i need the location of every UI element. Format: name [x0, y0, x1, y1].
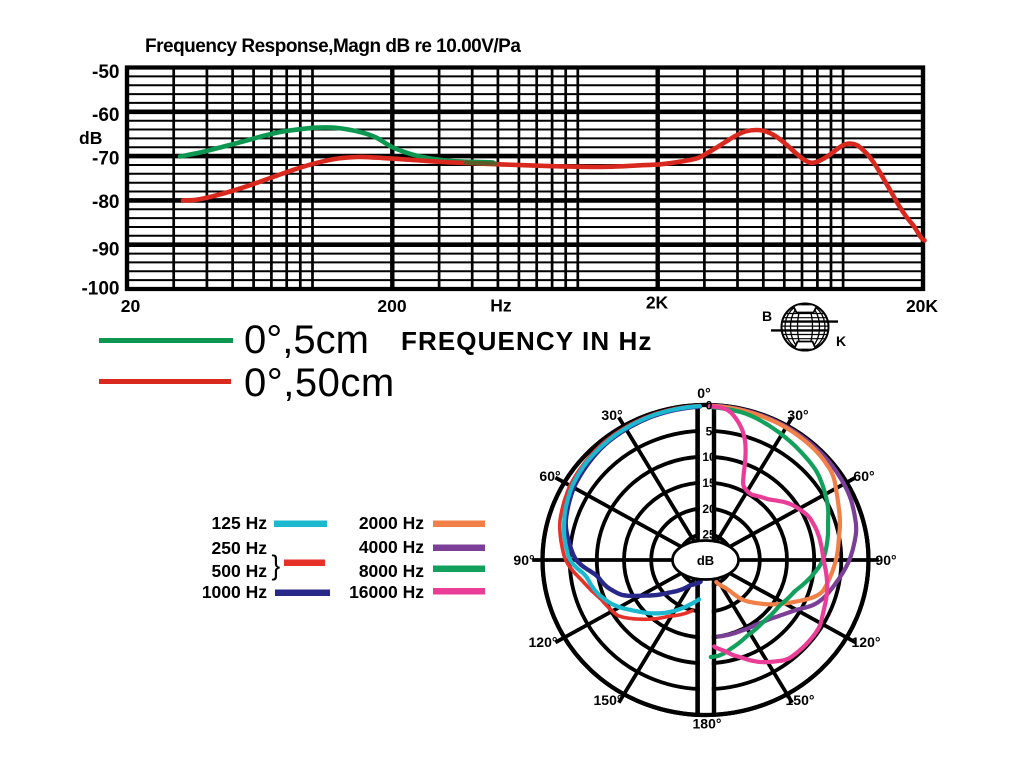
svg-text:60°: 60°: [853, 468, 874, 484]
svg-text:0: 0: [706, 399, 713, 413]
svg-text:120°: 120°: [852, 634, 881, 650]
svg-text:1000 Hz: 1000 Hz: [202, 582, 267, 602]
svg-text:125 Hz: 125 Hz: [212, 513, 268, 533]
svg-text:20K: 20K: [906, 296, 938, 316]
svg-text:-50: -50: [92, 62, 119, 83]
svg-text:0°,5cm: 0°,5cm: [244, 318, 369, 362]
svg-text:5: 5: [706, 424, 713, 438]
svg-text:8000 Hz: 8000 Hz: [359, 561, 424, 581]
svg-text:}: }: [272, 550, 281, 581]
svg-text:B: B: [762, 308, 772, 324]
svg-text:15: 15: [702, 476, 716, 490]
svg-text:20: 20: [702, 502, 716, 516]
svg-text:2000 Hz: 2000 Hz: [359, 513, 424, 533]
svg-text:K: K: [836, 333, 846, 349]
svg-text:90°: 90°: [513, 552, 534, 568]
svg-text:-70: -70: [92, 149, 119, 170]
svg-text:10: 10: [702, 450, 716, 464]
svg-text:150°: 150°: [594, 692, 623, 708]
svg-text:0°,50cm: 0°,50cm: [244, 361, 395, 405]
svg-text:30°: 30°: [601, 407, 622, 423]
svg-text:60°: 60°: [539, 468, 560, 484]
svg-text:200: 200: [377, 296, 406, 316]
svg-text:-60: -60: [92, 105, 119, 126]
svg-text:120°: 120°: [529, 634, 558, 650]
svg-text:FREQUENCY IN Hz: FREQUENCY IN Hz: [401, 326, 653, 356]
svg-text:2K: 2K: [646, 293, 669, 313]
svg-text:dB: dB: [79, 128, 102, 148]
svg-text:-100: -100: [81, 279, 119, 300]
svg-text:Frequency Response,Magn dB re: Frequency Response,Magn dB re 10.00V/Pa: [145, 36, 521, 57]
svg-text:150°: 150°: [786, 692, 815, 708]
svg-text:4000 Hz: 4000 Hz: [359, 537, 424, 557]
svg-text:180°: 180°: [693, 716, 722, 732]
svg-text:25: 25: [702, 528, 716, 542]
svg-text:20: 20: [121, 296, 141, 316]
svg-text:dB: dB: [697, 553, 714, 568]
svg-text:-80: -80: [92, 192, 119, 213]
svg-text:250 Hz: 250 Hz: [212, 538, 268, 558]
svg-text:0°: 0°: [697, 385, 710, 401]
svg-text:30°: 30°: [787, 407, 808, 423]
svg-text:500 Hz: 500 Hz: [212, 561, 268, 581]
svg-text:-90: -90: [92, 240, 119, 261]
svg-text:Hz: Hz: [490, 296, 512, 316]
svg-text:16000 Hz: 16000 Hz: [349, 582, 424, 602]
svg-text:90°: 90°: [875, 552, 896, 568]
